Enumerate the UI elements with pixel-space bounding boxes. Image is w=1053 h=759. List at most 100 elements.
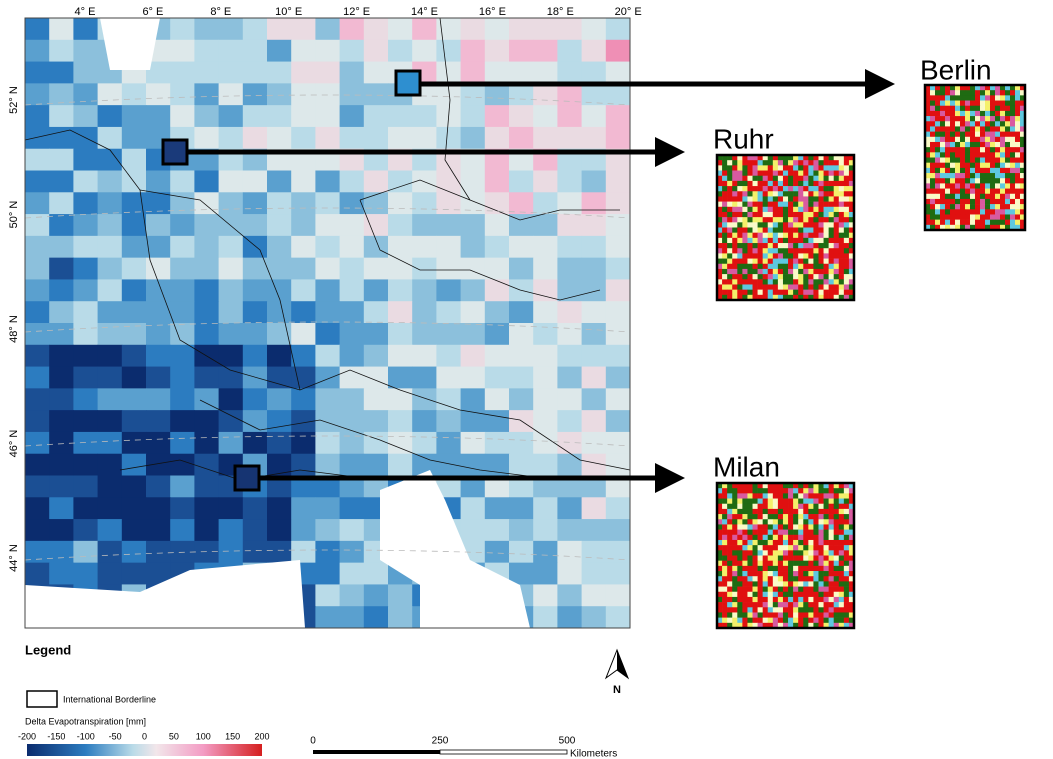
- colorbar-tick: -200: [18, 731, 36, 741]
- raster-cell: [98, 258, 123, 280]
- inset-cell: [783, 222, 788, 227]
- inset-cell: [844, 514, 849, 519]
- raster-cell: [533, 606, 558, 628]
- inset-cell: [985, 220, 990, 225]
- inset-cell: [727, 514, 732, 519]
- raster-cell: [509, 105, 534, 127]
- inset-cell: [742, 535, 747, 540]
- inset-cell: [839, 248, 844, 253]
- inset-cell: [742, 561, 747, 566]
- inset-cell: [788, 269, 793, 274]
- raster-cell: [243, 279, 268, 301]
- raster-cell: [388, 18, 413, 40]
- inset-cell: [722, 504, 727, 509]
- inset-cell: [737, 597, 742, 602]
- inset-cell: [995, 147, 1000, 152]
- inset-cell: [985, 204, 990, 209]
- inset-label: Ruhr: [713, 123, 774, 154]
- inset-cell: [778, 176, 783, 181]
- inset-cell: [798, 181, 803, 186]
- inset-cell: [844, 207, 849, 212]
- raster-cell: [606, 454, 631, 476]
- inset-cell: [803, 228, 808, 233]
- inset-cell: [773, 535, 778, 540]
- raster-cell: [533, 563, 558, 585]
- inset-cell: [960, 158, 965, 163]
- inset-cell: [818, 587, 823, 592]
- raster-cell: [606, 541, 631, 563]
- inset-cell: [844, 488, 849, 493]
- raster-cell: [606, 345, 631, 367]
- raster-cell: [340, 279, 365, 301]
- inset-cell: [995, 111, 1000, 116]
- inset-cell: [778, 222, 783, 227]
- inset-cell: [844, 269, 849, 274]
- inset-cell: [768, 253, 773, 258]
- raster-cell: [122, 497, 147, 519]
- border-label: International Borderline: [63, 694, 156, 704]
- raster-cell: [219, 83, 244, 105]
- inset-cell: [753, 202, 758, 207]
- inset-cell: [955, 137, 960, 142]
- inset-cell: [753, 514, 758, 519]
- inset-cell: [732, 186, 737, 191]
- inset-cell: [960, 178, 965, 183]
- inset-cell: [808, 269, 813, 274]
- inset-cell: [727, 253, 732, 258]
- inset-cell: [798, 259, 803, 264]
- inset-cell: [778, 561, 783, 566]
- inset-cell: [758, 228, 763, 233]
- raster-cell: [582, 171, 607, 193]
- inset-cell: [824, 181, 829, 186]
- inset-cell: [945, 147, 950, 152]
- inset-cell: [793, 545, 798, 550]
- inset-cell: [803, 222, 808, 227]
- inset-cell: [813, 509, 818, 514]
- inset-cell: [808, 222, 813, 227]
- raster-cell: [194, 279, 219, 301]
- inset-cell: [758, 566, 763, 571]
- inset-cell: [783, 165, 788, 170]
- inset-cell: [793, 274, 798, 279]
- inset-cell: [818, 519, 823, 524]
- inset-cell: [768, 550, 773, 555]
- inset-cell: [995, 132, 1000, 137]
- raster-cell: [606, 171, 631, 193]
- raster-cell: [291, 519, 316, 541]
- inset-cell: [773, 561, 778, 566]
- raster-cell: [485, 18, 510, 40]
- inset-cell: [753, 530, 758, 535]
- inset-cell: [737, 207, 742, 212]
- inset-cell: [990, 178, 995, 183]
- raster-cell: [73, 541, 98, 563]
- inset-cell: [747, 228, 752, 233]
- inset-cell: [945, 101, 950, 106]
- inset-cell: [768, 602, 773, 607]
- inset-cell: [742, 186, 747, 191]
- inset-cell: [824, 207, 829, 212]
- raster-cell: [49, 149, 74, 171]
- raster-cell: [267, 192, 292, 214]
- raster-cell: [315, 323, 340, 345]
- raster-cell: [98, 171, 123, 193]
- inset-cell: [763, 509, 768, 514]
- inset-label: Milan: [713, 451, 780, 482]
- raster-cell: [509, 171, 534, 193]
- inset-cell: [975, 194, 980, 199]
- raster-cell: [25, 432, 50, 454]
- inset-cell: [788, 612, 793, 617]
- raster-cell: [533, 497, 558, 519]
- inset-cell: [727, 550, 732, 555]
- raster-cell: [533, 127, 558, 149]
- raster-cell: [412, 105, 437, 127]
- inset-cell: [747, 612, 752, 617]
- inset-cell: [768, 284, 773, 289]
- inset-cell: [732, 576, 737, 581]
- inset-cell: [732, 530, 737, 535]
- inset-cell: [747, 540, 752, 545]
- inset-cell: [985, 178, 990, 183]
- inset-cell: [960, 101, 965, 106]
- raster-cell: [73, 345, 98, 367]
- raster-cell: [364, 454, 389, 476]
- inset-cell: [793, 171, 798, 176]
